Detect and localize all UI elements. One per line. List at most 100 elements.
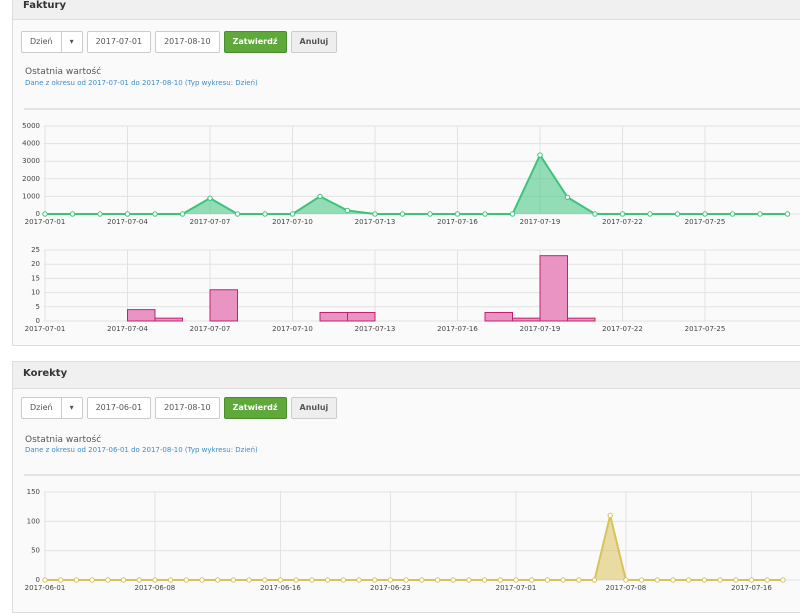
bar bbox=[539, 255, 568, 322]
date-to[interactable]: 2017-08-10 bbox=[155, 397, 220, 419]
point bbox=[372, 211, 378, 217]
bar bbox=[154, 317, 183, 322]
point bbox=[58, 577, 64, 583]
point bbox=[427, 211, 433, 217]
point bbox=[607, 512, 613, 519]
x-tick-label: 2017-07-16 bbox=[437, 325, 478, 333]
x-tick-label: 2017-07-07 bbox=[190, 218, 231, 226]
x-tick-label: 2017-07-22 bbox=[602, 325, 643, 333]
point bbox=[764, 577, 770, 583]
x-tick-label: 2017-07-10 bbox=[272, 325, 313, 333]
x-tick-label: 2017-07-04 bbox=[107, 325, 148, 333]
point bbox=[152, 577, 158, 583]
point bbox=[497, 577, 503, 583]
y-tick-label: 15 bbox=[31, 274, 40, 282]
panel-title: Korekty bbox=[13, 362, 800, 389]
toolbar: Dzień ▾ 2017-06-01 2017-08-10 Zatwierdź A… bbox=[21, 397, 338, 419]
point bbox=[105, 577, 111, 583]
point bbox=[560, 577, 566, 583]
point bbox=[466, 577, 472, 583]
y-tick-label: 150 bbox=[27, 488, 40, 496]
panel: Korekty Dzień ▾ 2017-06-01 2017-08-10 Zat… bbox=[12, 361, 800, 613]
point bbox=[356, 577, 362, 583]
point bbox=[167, 577, 174, 583]
x-tick-label: 2017-07-04 bbox=[107, 218, 148, 226]
x-tick-label: 2017-07-19 bbox=[520, 325, 561, 333]
point bbox=[399, 211, 406, 217]
y-tick-label: 0 bbox=[36, 210, 40, 218]
x-tick-label: 2017-07-16 bbox=[731, 584, 772, 592]
bar bbox=[319, 311, 348, 322]
bar bbox=[512, 317, 541, 322]
chart-subtitle: Dane z okresu od 2017-07-01 do 2017-08-1… bbox=[25, 79, 258, 87]
point bbox=[686, 577, 692, 583]
point bbox=[619, 211, 626, 217]
cancel-button[interactable]: Anuluj bbox=[290, 397, 338, 419]
point bbox=[509, 211, 516, 217]
point bbox=[344, 207, 351, 214]
x-tick-label: 2017-07-13 bbox=[355, 325, 396, 333]
point bbox=[42, 211, 48, 217]
period-select[interactable]: Dzień ▾ bbox=[21, 397, 83, 419]
point bbox=[434, 577, 441, 583]
point bbox=[733, 577, 739, 583]
x-tick-label: 2017-06-16 bbox=[260, 584, 301, 592]
date-from[interactable]: 2017-07-01 bbox=[86, 31, 152, 53]
y-tick-label: 3000 bbox=[22, 157, 40, 165]
cancel-button[interactable]: Anuluj bbox=[290, 31, 338, 53]
chart-title: Ostatnia wartość bbox=[25, 435, 102, 445]
x-tick-label: 2017-07-25 bbox=[685, 218, 726, 226]
point bbox=[729, 211, 736, 217]
x-tick-label: 2017-06-08 bbox=[135, 584, 176, 592]
point bbox=[670, 577, 676, 583]
submit-button[interactable]: Zatwierdź bbox=[223, 397, 287, 419]
point bbox=[262, 577, 268, 583]
point bbox=[340, 577, 346, 583]
submit-button[interactable]: Zatwierdź bbox=[223, 31, 287, 53]
point bbox=[701, 577, 708, 583]
period-select[interactable]: Dzień ▾ bbox=[21, 31, 83, 53]
point bbox=[199, 577, 205, 583]
point bbox=[537, 152, 543, 158]
x-tick-label: 2017-07-10 bbox=[272, 218, 313, 226]
date-from[interactable]: 2017-06-01 bbox=[86, 397, 152, 419]
x-tick-label: 2017-07-22 bbox=[602, 218, 643, 226]
x-tick-label: 2017-06-23 bbox=[370, 584, 411, 592]
point bbox=[372, 577, 378, 583]
point bbox=[757, 211, 763, 217]
x-tick-label: 2017-07-13 bbox=[355, 218, 396, 226]
point bbox=[748, 577, 755, 583]
point bbox=[136, 577, 142, 583]
date-to[interactable]: 2017-08-10 bbox=[155, 31, 220, 53]
point bbox=[576, 577, 582, 583]
point bbox=[179, 211, 186, 217]
point bbox=[97, 211, 103, 217]
y-tick-label: 5 bbox=[36, 303, 40, 311]
point bbox=[215, 577, 221, 583]
y-tick-label: 5000 bbox=[22, 122, 40, 130]
point bbox=[152, 211, 158, 217]
point bbox=[780, 577, 786, 583]
point bbox=[702, 211, 708, 217]
bar bbox=[209, 289, 238, 322]
y-tick-label: 10 bbox=[31, 289, 40, 297]
point bbox=[450, 577, 456, 583]
line bbox=[45, 515, 783, 581]
point bbox=[454, 211, 461, 217]
panel: Faktury Dzień ▾ 2017-07-01 2017-08-10 Zat… bbox=[12, 0, 800, 346]
bar bbox=[484, 311, 513, 322]
point bbox=[529, 577, 535, 583]
y-tick-label: 100 bbox=[27, 517, 40, 525]
point bbox=[277, 577, 284, 583]
point bbox=[183, 577, 190, 583]
period: Dzień bbox=[22, 398, 62, 418]
line bbox=[45, 152, 788, 215]
x-tick-label: 2017-07-16 bbox=[437, 218, 478, 226]
point bbox=[89, 577, 95, 583]
point bbox=[230, 577, 237, 583]
y-tick-label: 1000 bbox=[22, 192, 40, 200]
x-tick-label: 2017-07-01 bbox=[496, 584, 537, 592]
point bbox=[647, 211, 653, 217]
point bbox=[234, 211, 241, 217]
